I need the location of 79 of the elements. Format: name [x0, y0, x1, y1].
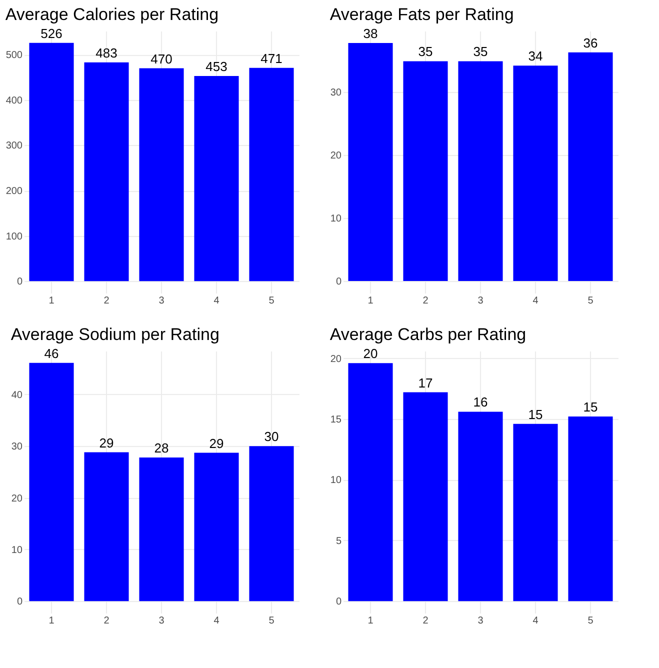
x-tick-label: 3 [478, 616, 484, 626]
x-tick-label: 1 [368, 616, 374, 626]
data-label: 34 [528, 48, 543, 64]
y-tick-label: 30 [330, 88, 342, 99]
data-label: 471 [260, 50, 282, 66]
x-tick-label: 1 [48, 616, 55, 626]
x-tick-label: 5 [588, 616, 594, 626]
x-tick-label: 3 [158, 616, 165, 626]
data-label: 36 [583, 35, 598, 50]
y-tick-label: 30 [11, 442, 23, 453]
y-tick-label: 400 [6, 95, 23, 106]
bar [194, 452, 239, 602]
data-label: 28 [154, 440, 169, 456]
data-label: 483 [96, 45, 118, 60]
bar [29, 362, 74, 602]
y-tick-label: 0 [336, 596, 342, 608]
y-tick-label: 5 [336, 536, 342, 547]
y-tick-label: 15 [330, 414, 342, 426]
data-label: 15 [528, 406, 543, 422]
bar [84, 452, 129, 602]
y-tick-label: 300 [6, 140, 23, 152]
data-label: 35 [418, 44, 433, 60]
bar [249, 68, 294, 282]
chart-title: Average Carbs per Rating [330, 325, 526, 344]
data-label: 470 [150, 51, 172, 66]
bar [139, 68, 184, 282]
x-tick-label: 1 [368, 296, 374, 306]
data-label: 29 [209, 436, 224, 451]
y-tick-label: 0 [336, 276, 342, 288]
data-label: 35 [473, 44, 488, 60]
chart-title: Average Calories per Rating [5, 4, 219, 24]
y-tick-label: 20 [330, 150, 342, 162]
bar [84, 62, 129, 282]
x-tick-label: 3 [158, 296, 165, 306]
x-tick-label: 2 [422, 296, 429, 306]
y-tick-label: 20 [330, 354, 342, 365]
x-tick-label: 4 [532, 296, 539, 306]
bar [249, 446, 294, 602]
y-tick-label: 100 [6, 231, 23, 242]
y-tick-label: 0 [16, 596, 23, 608]
y-tick-label: 10 [330, 475, 342, 486]
y-tick-label: 200 [6, 186, 23, 198]
data-label: 15 [583, 400, 598, 415]
x-tick-label: 4 [532, 616, 539, 626]
data-label: 38 [363, 26, 378, 41]
x-tick-label: 3 [478, 296, 484, 306]
data-label: 30 [264, 429, 279, 444]
y-tick-label: 40 [11, 390, 23, 401]
data-label: 17 [418, 375, 433, 390]
x-tick-label: 5 [268, 296, 275, 306]
y-tick-label: 10 [11, 544, 23, 556]
bar [139, 457, 184, 602]
y-tick-label: 10 [330, 214, 342, 225]
bar [458, 412, 503, 602]
bar [513, 424, 558, 602]
data-label: 29 [99, 435, 114, 450]
chart-title: Average Sodium per Rating [10, 324, 220, 344]
x-tick-label: 2 [104, 296, 110, 306]
x-tick-label: 5 [268, 616, 275, 626]
bar [348, 363, 393, 602]
bar [403, 392, 448, 602]
y-tick-label: 20 [11, 493, 23, 504]
x-tick-label: 2 [104, 616, 110, 626]
x-tick-label: 2 [422, 616, 429, 626]
x-tick-label: 4 [214, 296, 220, 306]
bar [194, 76, 239, 282]
data-label: 526 [40, 26, 62, 41]
x-tick-label: 4 [214, 616, 220, 626]
data-label: 453 [206, 58, 228, 74]
data-label: 46 [44, 346, 59, 361]
data-label: 20 [363, 346, 378, 362]
x-tick-label: 1 [48, 296, 55, 306]
y-tick-label: 500 [6, 50, 23, 62]
y-tick-label: 0 [16, 276, 23, 288]
chart-title: Average Fats per Rating [330, 4, 514, 24]
data-label: 16 [473, 394, 488, 410]
x-tick-label: 5 [588, 296, 594, 306]
bar [568, 416, 613, 602]
bar [29, 42, 74, 282]
